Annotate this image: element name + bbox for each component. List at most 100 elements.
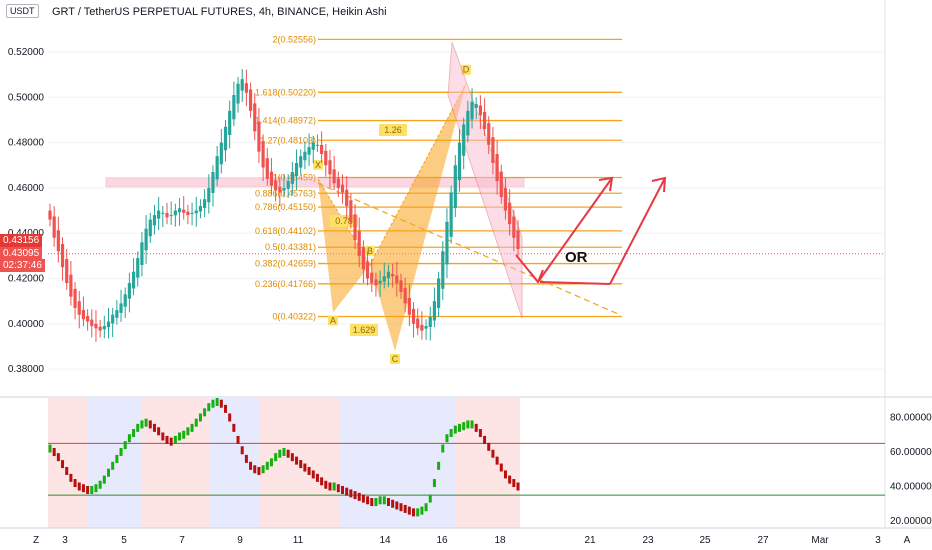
or-label: OR [565, 249, 588, 266]
candle [248, 89, 253, 111]
oscillator-bar [48, 444, 52, 453]
candle [106, 321, 111, 328]
oscillator-bar [278, 449, 282, 458]
candle [111, 314, 115, 324]
oscillator-bar [311, 470, 315, 479]
oscillator-bar [332, 482, 336, 491]
candle [190, 212, 194, 214]
oscillator-bar [152, 423, 156, 432]
candle [382, 276, 386, 282]
candle [232, 95, 236, 120]
oscillator-bar [512, 479, 516, 488]
fib-level-label: 0.382(0.42659) [255, 259, 316, 269]
oscillator-bar [491, 449, 495, 458]
oscillator-bar [186, 427, 190, 436]
candle [173, 210, 177, 216]
oscillator-bar [107, 468, 110, 477]
price-tick-label: 0.52000 [8, 47, 45, 58]
oscillator-tick-label: 40.00000 [890, 482, 932, 493]
candle [81, 310, 86, 320]
candle [449, 192, 453, 237]
trend-dashed-line [317, 182, 621, 316]
harmonic-pattern: X A B C D 1.26 0.78 1.629 [105, 41, 621, 364]
candle [286, 181, 290, 189]
oscillator-bar [102, 475, 106, 484]
oscillator-bar [374, 498, 378, 507]
fib-level-label: 1.27(0.48103) [260, 135, 316, 145]
oscillator-background [48, 398, 520, 528]
candle [102, 326, 106, 330]
fib-level-label: 0.618(0.44102) [255, 226, 316, 236]
candle [453, 165, 457, 208]
currency-button[interactable]: USDT [6, 4, 39, 18]
candle [328, 160, 332, 175]
oscillator-bar [52, 448, 56, 456]
oscillator-bar [244, 454, 248, 463]
candle [211, 172, 215, 193]
candle [491, 137, 495, 163]
oscillator-bar [503, 470, 507, 479]
time-tick-label: 7 [179, 535, 185, 546]
oscillator-bar [361, 494, 365, 503]
oscillator-bar [257, 466, 261, 475]
oscillator-bar [416, 508, 420, 517]
fib-level-label: 0.236(0.41766) [255, 279, 316, 289]
candle [131, 271, 136, 289]
candle [69, 274, 73, 297]
pattern-dashed-leg [317, 83, 467, 266]
oscillator-band [340, 398, 400, 528]
candle [445, 221, 449, 265]
candle [90, 319, 94, 327]
oscillator-bar [466, 420, 470, 429]
oscillator-bar [449, 429, 453, 438]
oscillator-bar [478, 429, 482, 438]
candle [207, 187, 211, 203]
oscillator-bar [178, 432, 182, 441]
oscillator-bar [357, 492, 361, 501]
oscillator-bar [190, 423, 194, 432]
arrow-head [598, 176, 614, 192]
oscillator-bar [299, 460, 303, 469]
oscillator-tick-label: 80.00000 [890, 413, 932, 424]
point-badge [461, 64, 471, 75]
point-label: X [315, 160, 321, 170]
candle [127, 283, 131, 299]
candle [516, 230, 520, 250]
candle [169, 215, 173, 217]
chart-title: GRT / TetherUS PERPETUAL FUTURES, 4h, BI… [52, 6, 387, 18]
candle [466, 110, 470, 136]
oscillator-bar [462, 422, 466, 431]
candle [299, 156, 303, 168]
candle [474, 104, 478, 109]
candle [487, 123, 491, 145]
time-tick-label: 27 [757, 535, 769, 546]
oscillator-bar [274, 453, 278, 462]
candle [307, 147, 311, 155]
fib-level-label: 1(0.46459) [272, 173, 316, 183]
oscillator-bar [73, 479, 77, 488]
candle [482, 111, 487, 130]
fib-level-label: 2(0.52556) [272, 34, 316, 44]
candle [345, 189, 349, 207]
oscillator-bar [182, 430, 186, 439]
oscillator-bar [211, 399, 215, 408]
candle [374, 279, 378, 286]
time-tick-label: Mar [811, 535, 829, 546]
candle [240, 79, 244, 91]
oscillator-bar [261, 465, 265, 474]
price-tick-label: 0.44000 [8, 228, 45, 239]
oscillator-bar [236, 435, 240, 444]
oscillator-bar [224, 404, 227, 413]
oscillator-bar [194, 418, 198, 427]
candle [65, 259, 69, 284]
candle [269, 171, 274, 186]
auto-scale-icon: A [904, 535, 911, 546]
oscillator-bar [119, 448, 123, 456]
oscillator [48, 397, 885, 517]
oscillator-bar [458, 423, 461, 432]
candle [186, 211, 190, 216]
oscillator-bar [432, 479, 436, 488]
candle [311, 142, 315, 150]
oscillator-bar [382, 496, 386, 505]
candle [140, 242, 144, 265]
